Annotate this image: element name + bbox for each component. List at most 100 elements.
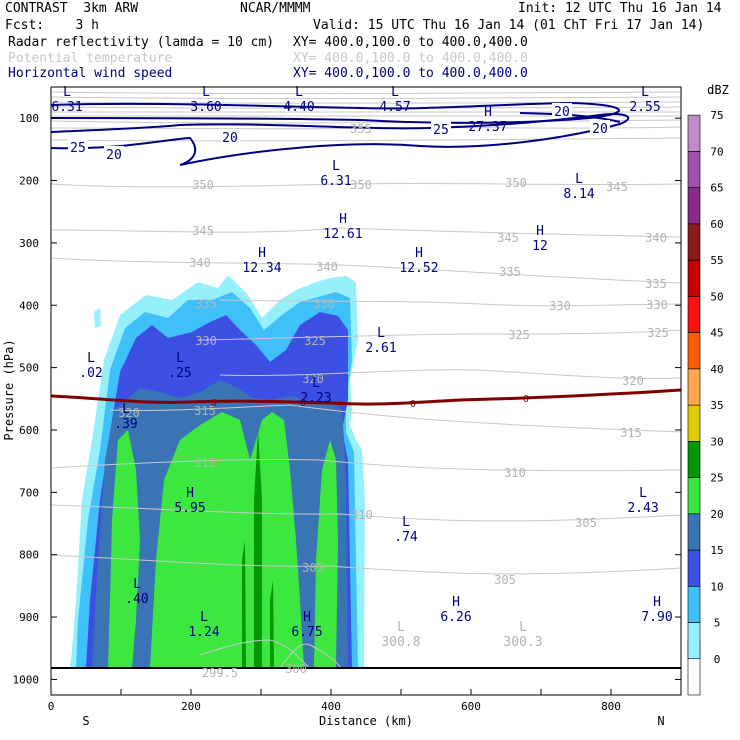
field-xy-theta: XY= 400.0,100.0 to 400.0,400.0 [293, 51, 528, 66]
y-tick-label: 900 [19, 611, 39, 624]
colorbar-label: 50 [710, 290, 723, 303]
theta-label: 305 [575, 516, 597, 530]
reflectivity-25dbz-b [150, 412, 304, 668]
valid-time: Valid: 15 UTC Thu 16 Jan 14 (01 ChT Fri … [313, 18, 705, 33]
colorbar-swatch [687, 441, 701, 478]
extremum-value: 12.61 [323, 227, 362, 242]
colorbar-swatch [687, 151, 701, 188]
extremum-value: 300.3 [503, 635, 542, 650]
chart-title: CONTRAST 3km ARW [5, 1, 139, 16]
colorbar-label: 65 [710, 182, 723, 195]
extremum-marker: L [176, 351, 184, 366]
x-tick-label: 800 [601, 700, 621, 713]
wind-label-bg [68, 139, 88, 153]
theta-label: 350 [192, 178, 214, 192]
colorbar-label: 10 [710, 580, 723, 593]
colorbar-label: 15 [710, 544, 723, 557]
colorbar-swatch [687, 622, 701, 660]
extremum-marker: L [639, 486, 647, 501]
colorbar-swatch [687, 585, 701, 623]
theta-label: 325 [647, 326, 669, 340]
theta-contour-300-right [279, 643, 341, 669]
init-time: Init: 12 UTC Thu 16 Jan 14 [518, 1, 722, 16]
extremum-value: 6.31 [320, 174, 351, 189]
colorbar-label: 75 [710, 109, 723, 122]
theta-label: 305 [302, 561, 324, 575]
extremum-marker: H [258, 246, 266, 261]
theta-contours [51, 91, 681, 669]
extremum-value: 7.90 [641, 610, 672, 625]
extremum-value: .74 [394, 530, 418, 545]
theta-label: 345 [497, 231, 519, 245]
wind-contour-25-core [51, 101, 620, 124]
extremum-value: 6.75 [291, 625, 322, 640]
colorbar-swatch [687, 296, 701, 333]
theta-label: 340 [316, 260, 338, 274]
extremum-marker: H [484, 105, 492, 120]
wind-contour-20-upper [519, 112, 621, 123]
extremum-marker: L [575, 172, 583, 187]
field-xy-wind: XY= 400.0,100.0 to 400.0,400.0 [293, 66, 528, 81]
colorbar-unit: dBZ [707, 83, 729, 97]
wind-label: 20 [554, 105, 570, 120]
field-name-reflectivity: Radar reflectivity (lamda = 10 cm) [8, 35, 275, 50]
theta-label: 355 [350, 122, 372, 136]
theta-contour-353 [51, 137, 681, 142]
reflectivity-30dbz-a [254, 430, 262, 668]
extremum-marker: L [87, 351, 95, 366]
field-name-theta: Potential temperature [8, 51, 173, 66]
colorbar-swatch [687, 477, 701, 515]
plot-frame [50, 86, 682, 696]
reflectivity-5dbz-fleck [94, 308, 101, 328]
wind-contour-20 [51, 113, 630, 166]
theta-label: 335 [195, 297, 217, 311]
x-axis-end-north: N [657, 714, 664, 728]
theta-contour-325 [219, 369, 681, 379]
freezing-level-label: 0 [523, 394, 529, 405]
theta-label: 305 [494, 573, 516, 587]
reflectivity-30dbz-b [242, 540, 246, 668]
extremum-value: 2.61 [365, 341, 396, 356]
wind-label: 20 [222, 131, 238, 146]
colorbar-swatch [687, 259, 701, 297]
y-tick-label: 200 [19, 175, 39, 188]
colorbar-label: 35 [710, 399, 723, 412]
extremum-marker: L [332, 159, 340, 174]
freezing-level-label: 0 [211, 398, 217, 409]
colorbar-label: 25 [710, 472, 723, 485]
theta-label: 330 [646, 298, 668, 312]
extremum-marker: L [397, 620, 405, 635]
theta-label: 325 [304, 334, 326, 348]
wind-contours [51, 101, 630, 166]
theta-contour-350 [51, 182, 681, 188]
theta-label: 330 [313, 297, 335, 311]
wind-label: 20 [106, 148, 122, 163]
colorbar-label: 40 [710, 363, 723, 376]
colorbar-swatch [687, 114, 701, 152]
extremum-value: 8.14 [563, 187, 594, 202]
wind-label: 25 [70, 141, 86, 156]
theta-label: 330 [549, 299, 571, 313]
extremum-value: 5.95 [174, 501, 205, 516]
colorbar-swatch [687, 187, 701, 225]
wind-label-bg [220, 129, 240, 143]
extremum-value: 300.8 [381, 635, 420, 650]
colorbar-label: 60 [710, 218, 723, 231]
theta-contour-310 [51, 504, 681, 522]
theta-label: 325 [508, 328, 530, 342]
wind-label-bg [104, 146, 124, 160]
theta-contour-300-left [199, 639, 311, 669]
freezing-level-line [51, 388, 681, 406]
theta-label: 310 [351, 508, 373, 522]
colorbar-label: 0 [714, 653, 721, 666]
theta-label: 335 [645, 277, 667, 291]
reflectivity-25dbz-a [108, 430, 140, 668]
extremum-value: 3.60 [190, 100, 221, 115]
theta-label: 340 [189, 256, 211, 270]
colorbar-swatch [687, 223, 701, 261]
x-axis-label: Distance (km) [319, 714, 413, 728]
freezing-level-label: 0 [410, 399, 416, 410]
y-tick-label: 100 [19, 112, 39, 125]
theta-label: 335 [499, 265, 521, 279]
